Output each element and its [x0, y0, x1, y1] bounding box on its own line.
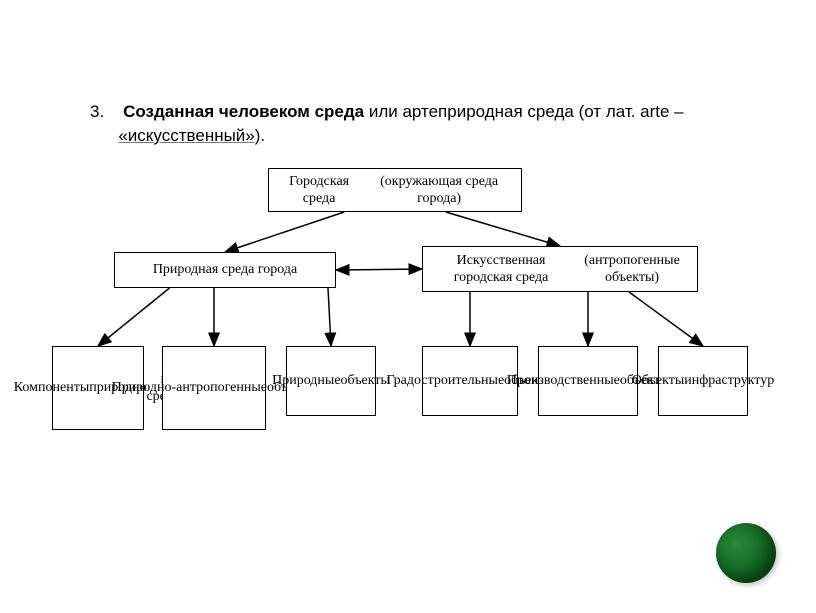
heading-text: 3. Созданная человеком среда или артепри…	[90, 100, 730, 148]
heading-rest1: или артеприродная среда (от лат. arte –	[364, 102, 684, 121]
node-c3: Природныеобъекты	[286, 346, 376, 416]
heading-bold: Созданная человеком среда	[123, 102, 364, 121]
diagram-container: Городская среда(окружающая среда города)…	[52, 168, 764, 448]
node-c4: Градостроительныеобъекты	[422, 346, 518, 416]
node-c2: Природно-антропогенныеобъекты	[162, 346, 266, 430]
node-right: Искусственная городская среда(антропоген…	[422, 246, 698, 292]
node-root: Городская среда(окружающая среда города)	[268, 168, 522, 212]
node-c6: Объектыинфраструктур	[658, 346, 748, 416]
heading-rest2: .	[260, 126, 265, 145]
accent-circle	[716, 523, 776, 583]
heading-number: 3.	[90, 102, 104, 121]
heading-underlined: «искусственный»)	[118, 126, 260, 145]
node-left: Природная среда города	[114, 252, 336, 288]
node-c5: Производственныеобъекты	[538, 346, 638, 416]
